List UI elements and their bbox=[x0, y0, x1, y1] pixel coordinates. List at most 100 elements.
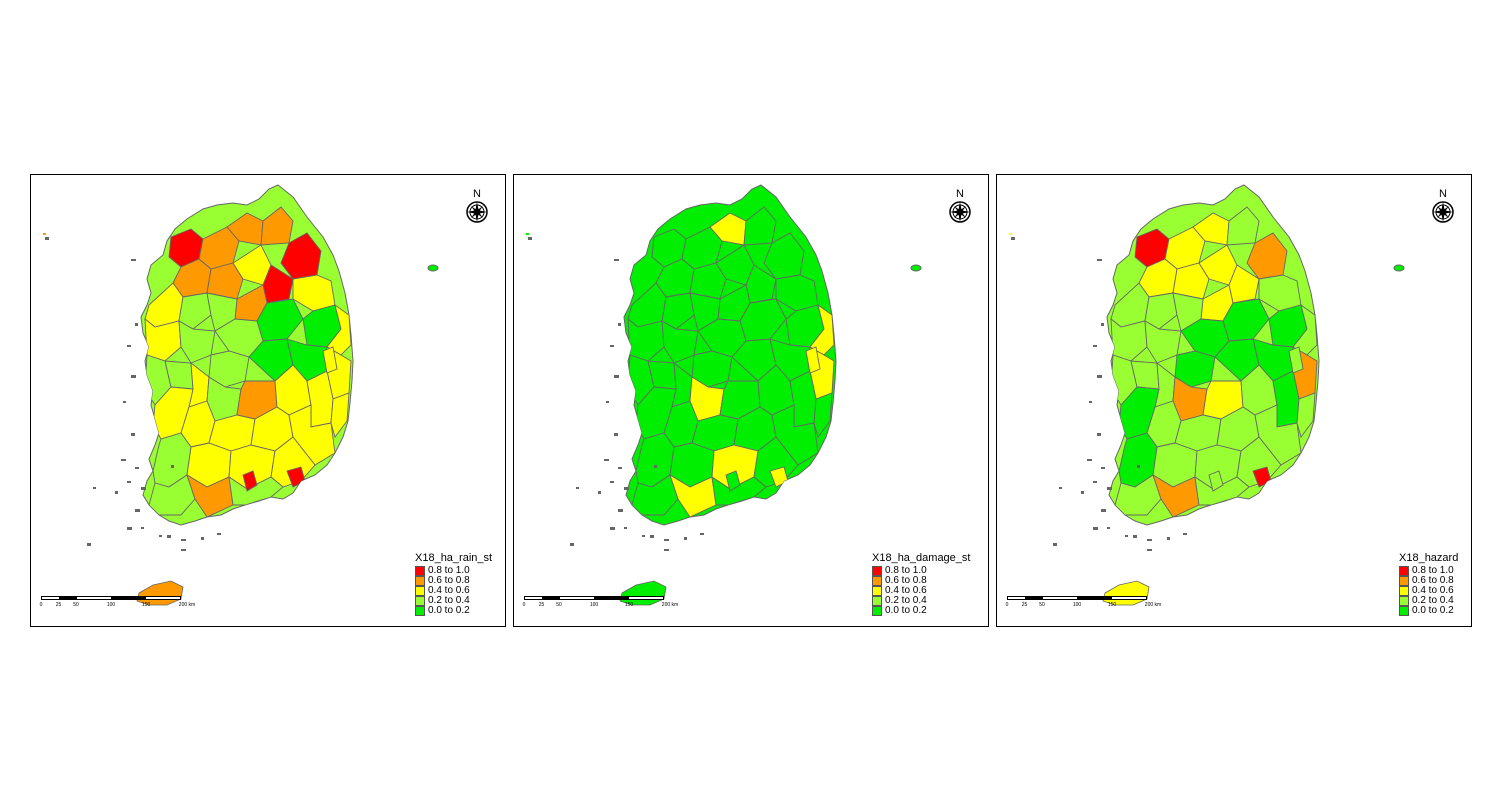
legend-swatch bbox=[872, 606, 882, 616]
legend-entry: 0.6 to 0.8 bbox=[1399, 576, 1458, 586]
coastal-island bbox=[614, 433, 618, 436]
ulleung-island bbox=[910, 264, 922, 272]
coastal-island bbox=[1125, 535, 1128, 537]
legend-swatch bbox=[415, 576, 425, 586]
district-region bbox=[689, 262, 727, 300]
coastal-island bbox=[610, 345, 614, 347]
coastal-island bbox=[650, 535, 654, 538]
coastal-island bbox=[654, 465, 657, 468]
north-label: N bbox=[473, 188, 481, 200]
coastal-island bbox=[1167, 537, 1170, 540]
coastal-island bbox=[45, 237, 49, 240]
legend-swatch bbox=[1399, 596, 1409, 606]
district-region bbox=[1144, 292, 1178, 330]
coastal-island bbox=[610, 481, 614, 483]
coastal-island bbox=[1093, 345, 1097, 347]
map-panel-hazard: N X18_hazard 0.8 to 1.0 0.6 to 0.8 0.4 to 0.… bbox=[996, 174, 1472, 627]
coastal-island bbox=[528, 237, 532, 240]
legend-entry: 0.2 to 0.4 bbox=[872, 596, 970, 606]
scale-tick-label: 25 bbox=[1021, 602, 1028, 608]
scale-tick-label: 50 bbox=[556, 602, 562, 608]
scale-tick-label: 25 bbox=[538, 602, 545, 608]
district-region bbox=[1172, 262, 1210, 300]
scale-tick-label: 100 bbox=[106, 602, 116, 608]
scale-tick-label: 150 bbox=[624, 602, 634, 608]
legend-swatch bbox=[415, 606, 425, 616]
coastal-island bbox=[1133, 535, 1137, 538]
legend-label: 0.4 to 0.6 bbox=[428, 585, 470, 596]
scale-tick-label: 150 bbox=[1107, 602, 1117, 608]
choropleth-map bbox=[43, 184, 439, 606]
coastal-island bbox=[664, 539, 669, 541]
coastal-island bbox=[610, 527, 615, 530]
legend-label: 0.6 to 0.8 bbox=[885, 575, 927, 586]
ulleung-island bbox=[427, 264, 439, 272]
north-arrow: N bbox=[464, 189, 490, 229]
coastal-island bbox=[1147, 549, 1152, 551]
legend-entry: 0.8 to 1.0 bbox=[1399, 566, 1458, 576]
district-region bbox=[1288, 346, 1304, 374]
legend-label: 0.2 to 0.4 bbox=[1412, 595, 1454, 606]
coastal-island bbox=[576, 487, 579, 489]
choropleth-map bbox=[1009, 184, 1405, 606]
coastal-island bbox=[1097, 259, 1102, 261]
coastal-island bbox=[1101, 323, 1104, 326]
coastal-island bbox=[1093, 481, 1097, 483]
coastal-island bbox=[141, 487, 146, 490]
coastal-island bbox=[598, 491, 601, 494]
coastal-island bbox=[181, 539, 186, 541]
north-arrow: N bbox=[947, 189, 973, 229]
coastal-island bbox=[614, 375, 619, 378]
coastal-island bbox=[127, 345, 131, 347]
coastal-island bbox=[624, 487, 629, 490]
coastal-island bbox=[217, 533, 221, 535]
coastal-island bbox=[127, 527, 132, 530]
map-legend: X18_hazard 0.8 to 1.0 0.6 to 0.8 0.4 to 0.6… bbox=[1399, 552, 1458, 616]
legend-title: X18_hazard bbox=[1399, 552, 1459, 564]
legend-label: 0.6 to 0.8 bbox=[1412, 575, 1454, 586]
coastal-island bbox=[1089, 401, 1092, 403]
coastal-island bbox=[167, 535, 171, 538]
legend-swatch bbox=[872, 566, 882, 576]
legend-entry: 0.0 to 0.2 bbox=[415, 606, 492, 616]
legend-entry: 0.4 to 0.6 bbox=[872, 586, 970, 596]
coastal-island bbox=[1101, 467, 1105, 469]
coastal-island bbox=[123, 401, 126, 403]
legend-entry: 0.2 to 0.4 bbox=[415, 596, 492, 606]
district-region bbox=[1296, 392, 1316, 438]
legend-label: 0.8 to 1.0 bbox=[1412, 565, 1454, 576]
scale-tick-label: 0 bbox=[1005, 602, 1009, 608]
coastal-island bbox=[131, 259, 136, 261]
compass-rose-icon bbox=[1432, 201, 1454, 223]
coastal-island bbox=[1183, 533, 1187, 535]
legend-swatch bbox=[415, 596, 425, 606]
coastal-island bbox=[1011, 237, 1015, 240]
coastal-island bbox=[135, 509, 140, 512]
coastal-island bbox=[141, 527, 144, 529]
coastal-island bbox=[1053, 543, 1057, 546]
coastal-island bbox=[1059, 487, 1062, 489]
district-region bbox=[661, 292, 695, 330]
legend-swatch bbox=[872, 576, 882, 586]
scale-tick-label: 100 bbox=[589, 602, 599, 608]
map-panel-damage: N X18_ha_damage_st 0.8 to 1.0 0.6 to 0.8 0.4… bbox=[513, 174, 989, 627]
coastal-island bbox=[700, 533, 704, 535]
coastal-island bbox=[201, 537, 204, 540]
legend-label: 0.0 to 0.2 bbox=[1412, 605, 1454, 616]
coastal-island bbox=[606, 401, 609, 403]
legend-entry: 0.4 to 0.6 bbox=[1399, 586, 1458, 596]
coastal-island bbox=[1097, 375, 1102, 378]
north-label: N bbox=[956, 188, 964, 200]
scale-tick-label: 200 km bbox=[178, 602, 196, 608]
coastal-island bbox=[127, 481, 131, 483]
legend-label: 0.4 to 0.6 bbox=[1412, 585, 1454, 596]
district-region bbox=[813, 392, 833, 438]
scale-bar: 0 25 50 100 150 200 km bbox=[39, 596, 195, 612]
coastal-island bbox=[131, 433, 135, 436]
coastal-island bbox=[1107, 527, 1110, 529]
legend-entry: 0.8 to 1.0 bbox=[415, 566, 492, 576]
coastal-island bbox=[181, 549, 186, 551]
scale-tick-label: 50 bbox=[1039, 602, 1045, 608]
coastal-island bbox=[1097, 433, 1101, 436]
district-region bbox=[322, 346, 338, 374]
